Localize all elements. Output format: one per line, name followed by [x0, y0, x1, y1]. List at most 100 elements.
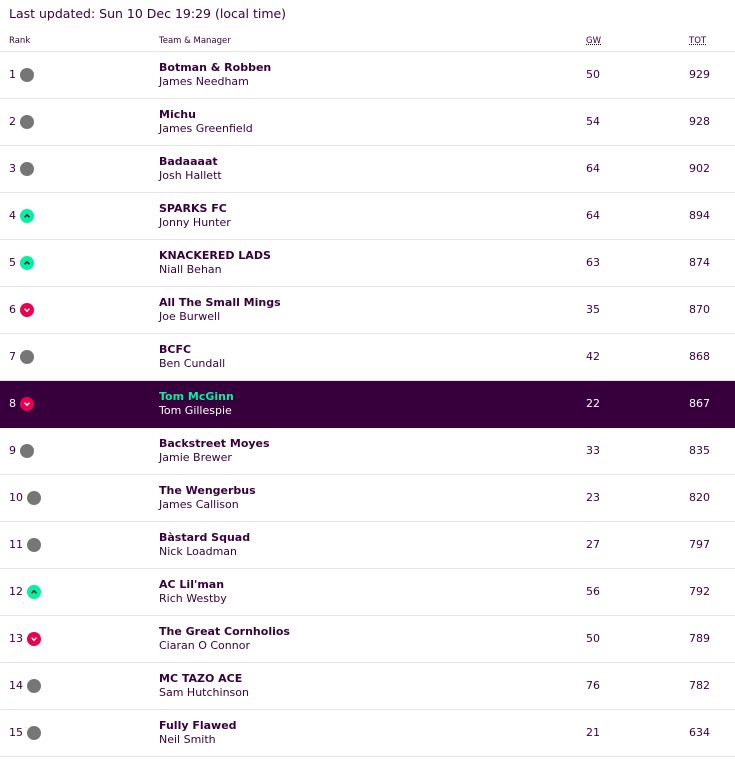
gameweek-points: 21 — [586, 726, 600, 739]
rank-same-icon — [20, 115, 34, 129]
manager-name: Ben Cundall — [159, 357, 226, 370]
table-row[interactable]: 6 All The Small Mings Joe Burwell 35 870 — [0, 287, 735, 334]
rank-number: 13 — [9, 632, 23, 645]
team-name-link[interactable]: The Wengerbus — [159, 484, 256, 497]
table-row[interactable]: 8 Tom McGinn Tom Gillespie 22 867 — [0, 381, 735, 428]
rank-number: 2 — [9, 115, 16, 128]
gameweek-points: 35 — [586, 303, 600, 316]
manager-name: James Greenfield — [159, 122, 253, 135]
table-row[interactable]: 5 KNACKERED LADS Niall Behan 63 874 — [0, 240, 735, 287]
rank-number: 4 — [9, 209, 16, 222]
total-points: 894 — [689, 209, 710, 222]
table-body: 1 Botman & Robben James Needham 50 929 2 Michu… — [0, 52, 735, 757]
team-name-link[interactable]: Badaaaat — [159, 155, 218, 168]
gameweek-points: 22 — [586, 397, 600, 410]
total-points: 928 — [689, 115, 710, 128]
team-name-link[interactable]: Tom McGinn — [159, 390, 234, 403]
table-row[interactable]: 10 The Wengerbus James Callison 23 820 — [0, 475, 735, 522]
rank-down-icon — [27, 632, 41, 646]
table-row[interactable]: 9 Backstreet Moyes Jamie Brewer 33 835 — [0, 428, 735, 475]
manager-name: Niall Behan — [159, 263, 222, 276]
rank-number: 3 — [9, 162, 16, 175]
gameweek-points: 27 — [586, 538, 600, 551]
manager-name: Ciaran O Connor — [159, 639, 250, 652]
team-name-link[interactable]: MC TAZO ACE — [159, 672, 243, 685]
total-points: 867 — [689, 397, 710, 410]
rank-same-icon — [27, 491, 41, 505]
gameweek-points: 56 — [586, 585, 600, 598]
rank-down-icon — [20, 303, 34, 317]
rank-same-icon — [20, 68, 34, 82]
manager-name: Josh Hallett — [159, 169, 222, 182]
standings-table: Rank Team & Manager GW TOT 1 Botman & Rob… — [0, 34, 735, 757]
total-points: 820 — [689, 491, 710, 504]
rank-same-icon — [20, 444, 34, 458]
rank-up-icon — [20, 256, 34, 270]
rank-same-icon — [20, 350, 34, 364]
total-points: 874 — [689, 256, 710, 269]
manager-name: Sam Hutchinson — [159, 686, 249, 699]
gameweek-points: 23 — [586, 491, 600, 504]
tot-column-header[interactable]: TOT — [689, 36, 707, 46]
table-row[interactable]: 11 Bàstard Squad Nick Loadman 27 797 — [0, 522, 735, 569]
manager-name: Joe Burwell — [159, 310, 221, 323]
rank-number: 9 — [9, 444, 16, 457]
rank-number: 8 — [9, 397, 16, 410]
team-name-link[interactable]: Bàstard Squad — [159, 531, 251, 544]
manager-name: Nick Loadman — [159, 545, 238, 558]
total-points: 868 — [689, 350, 710, 363]
team-name-link[interactable]: SPARKS FC — [159, 202, 227, 215]
total-points: 797 — [689, 538, 710, 551]
rank-column-header: Rank — [9, 36, 31, 46]
table-row[interactable]: 14 MC TAZO ACE Sam Hutchinson 76 782 — [0, 663, 735, 710]
team-name-link[interactable]: Michu — [159, 108, 196, 121]
rank-number: 6 — [9, 303, 16, 316]
gw-column-header[interactable]: GW — [586, 36, 601, 46]
table-row[interactable]: 4 SPARKS FC Jonny Hunter 64 894 — [0, 193, 735, 240]
rank-same-icon — [20, 162, 34, 176]
gameweek-points: 50 — [586, 632, 600, 645]
rank-same-icon — [27, 726, 41, 740]
gameweek-points: 64 — [586, 209, 600, 222]
rank-number: 10 — [9, 491, 23, 504]
total-points: 789 — [689, 632, 710, 645]
total-points: 792 — [689, 585, 710, 598]
manager-name: Jonny Hunter — [159, 216, 231, 229]
total-points: 782 — [689, 679, 710, 692]
rank-number: 5 — [9, 256, 16, 269]
gameweek-points: 50 — [586, 68, 600, 81]
team-name-link[interactable]: Fully Flawed — [159, 719, 237, 732]
last-updated-text: Last updated: Sun 10 Dec 19:29 (local ti… — [9, 6, 287, 21]
team-name-link[interactable]: KNACKERED LADS — [159, 249, 271, 262]
team-name-link[interactable]: BCFC — [159, 343, 192, 356]
manager-name: Jamie Brewer — [159, 451, 232, 464]
total-points: 902 — [689, 162, 710, 175]
table-row[interactable]: 13 The Great Cornholios Ciaran O Connor 50 7… — [0, 616, 735, 663]
total-points: 870 — [689, 303, 710, 316]
team-name-link[interactable]: Backstreet Moyes — [159, 437, 270, 450]
total-points: 835 — [689, 444, 710, 457]
rank-number: 14 — [9, 679, 23, 692]
table-row[interactable]: 2 Michu James Greenfield 54 928 — [0, 99, 735, 146]
team-name-link[interactable]: Botman & Robben — [159, 61, 272, 74]
team-name-link[interactable]: The Great Cornholios — [159, 625, 290, 638]
rank-number: 11 — [9, 538, 23, 551]
rank-number: 1 — [9, 68, 16, 81]
rank-number: 12 — [9, 585, 23, 598]
table-row[interactable]: 1 Botman & Robben James Needham 50 929 — [0, 52, 735, 99]
team-manager-column-header: Team & Manager — [159, 36, 231, 46]
table-row[interactable]: 15 Fully Flawed Neil Smith 21 634 — [0, 710, 735, 757]
gameweek-points: 42 — [586, 350, 600, 363]
rank-same-icon — [27, 538, 41, 552]
table-row[interactable]: 3 Badaaaat Josh Hallett 64 902 — [0, 146, 735, 193]
total-points: 929 — [689, 68, 710, 81]
gameweek-points: 64 — [586, 162, 600, 175]
team-name-link[interactable]: All The Small Mings — [159, 296, 281, 309]
manager-name: Tom Gillespie — [159, 404, 232, 417]
table-header: Rank Team & Manager GW TOT — [0, 34, 735, 52]
table-row[interactable]: 7 BCFC Ben Cundall 42 868 — [0, 334, 735, 381]
table-row[interactable]: 12 AC Lil'man Rich Westby 56 792 — [0, 569, 735, 616]
manager-name: James Needham — [159, 75, 249, 88]
team-name-link[interactable]: AC Lil'man — [159, 578, 225, 591]
gameweek-points: 76 — [586, 679, 600, 692]
